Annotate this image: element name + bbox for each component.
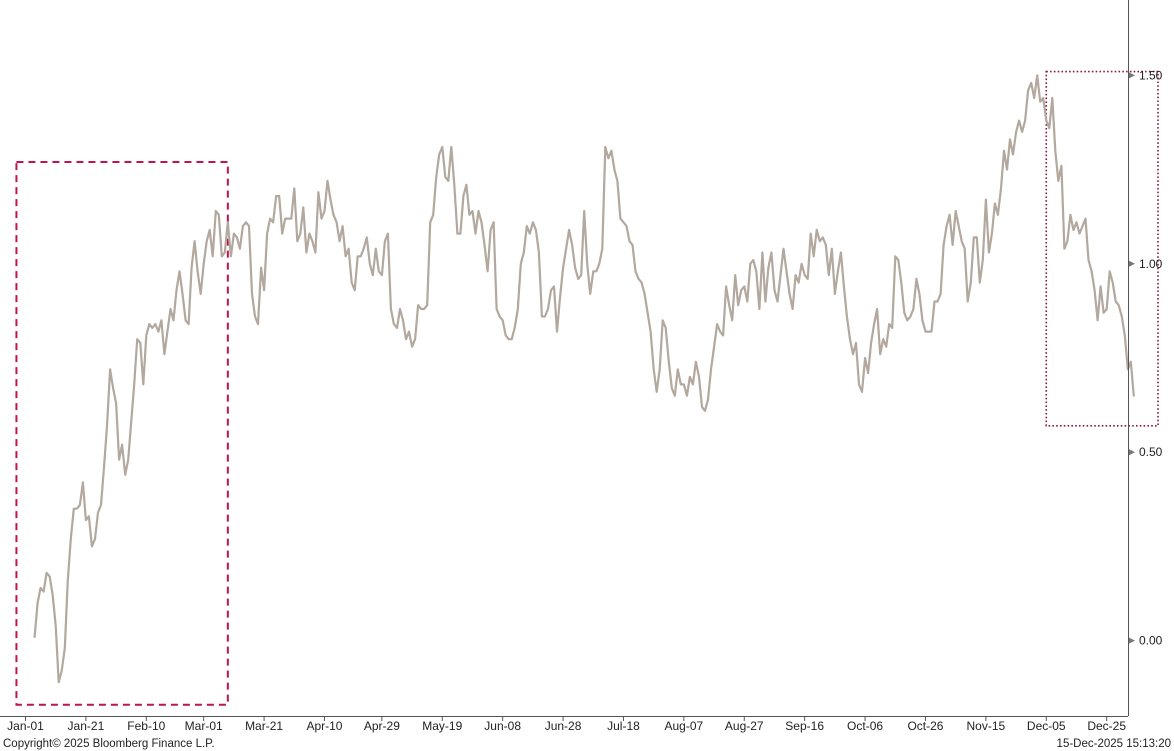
x-tick-label: Oct-26 [907,719,943,733]
x-tick-label: Jan-21 [68,719,105,733]
x-tick-label: Jun-28 [545,719,582,733]
y-tick-label: 1.00 [1139,257,1163,271]
x-tick-label: Aug-27 [725,719,764,733]
x-tick-label: Apr-29 [364,719,400,733]
x-tick-label: Apr-10 [306,719,342,733]
x-axis: Jan-01 Jan-21 Feb-10 Mar-01 Mar-21 Apr-10 Apr-… [0,716,1128,733]
y-tick-label: 0.50 [1139,445,1163,459]
highlight-box-dashed [15,161,229,706]
x-tick-label: Feb-10 [127,719,165,733]
x-tick-label: Sep-16 [785,719,824,733]
x-tick-label: Aug-07 [665,719,704,733]
y-tick-label: 1.50 [1139,68,1163,82]
x-tick-label: Nov-15 [967,719,1006,733]
annotation-layer [15,70,1159,706]
y-tick-marker [1129,72,1135,79]
x-tick-label: Jul-18 [607,719,640,733]
series-line [33,74,1135,684]
copyright-text: Copyright© 2025 Bloomberg Finance L.P. [3,738,215,750]
x-tick-label: Mar-01 [185,719,223,733]
y-tick-marker [1129,260,1135,267]
series-layer [33,74,1135,684]
y-tick-label: 0.00 [1139,634,1163,648]
y-axis: 1.50 1.00 0.50 0.00 [1128,0,1163,716]
x-tick-label: Jan-01 [7,719,44,733]
timestamp-text: 15-Dec-2025 15:13:20 [1056,738,1171,750]
x-tick-label: Mar-21 [245,719,283,733]
y-tick-marker [1129,637,1135,644]
x-tick-label: Dec-05 [1027,719,1066,733]
y-tick-marker [1129,449,1135,456]
x-tick-label: Oct-06 [847,719,883,733]
x-tick-label: May-19 [422,719,462,733]
highlight-box-dotted [1045,70,1159,427]
x-tick-label: Jun-08 [484,719,521,733]
x-tick-label: Dec-25 [1087,719,1126,733]
